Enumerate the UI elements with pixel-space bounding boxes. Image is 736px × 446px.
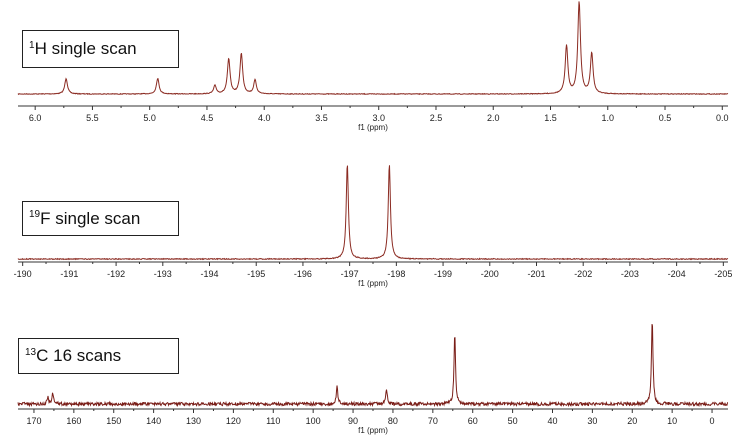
c-tick-label: 130 xyxy=(186,416,201,426)
h-tick-label: 4.0 xyxy=(258,113,271,123)
f-tick-label: -199 xyxy=(434,269,452,279)
f-tick-label: -198 xyxy=(387,269,405,279)
c-tick-label: 70 xyxy=(428,416,438,426)
h-tick-label: 0.5 xyxy=(659,113,672,123)
c-tick-label: 50 xyxy=(508,416,518,426)
h-label-superscript: 1 xyxy=(29,39,35,51)
c-tick-label: 120 xyxy=(226,416,241,426)
f-tick-label: -192 xyxy=(107,269,125,279)
h-tick-label: 5.5 xyxy=(86,113,99,123)
c-label-text: C 16 scans xyxy=(36,346,122,365)
f-tick-label: -196 xyxy=(294,269,312,279)
f-tick-label: -201 xyxy=(527,269,545,279)
h-tick-label: 4.5 xyxy=(201,113,214,123)
h-tick-label: 1.5 xyxy=(544,113,557,123)
c-spectrum-label: 13 C 16 scans xyxy=(18,338,179,374)
f-tick-label: -200 xyxy=(481,269,499,279)
h-tick-label: 2.5 xyxy=(430,113,443,123)
f-spectrum-label: 19 F single scan xyxy=(22,201,179,236)
h-tick-label: 3.0 xyxy=(372,113,385,123)
c-tick-label: 30 xyxy=(587,416,597,426)
f-tick-label: -197 xyxy=(341,269,359,279)
h-tick-label: 6.0 xyxy=(29,113,42,123)
f-tick-label: -205 xyxy=(714,269,732,279)
c-tick-label: 140 xyxy=(146,416,161,426)
c-x-axis-title: f1 (ppm) xyxy=(358,426,388,435)
h-tick-label: 3.5 xyxy=(315,113,328,123)
c-tick-label: 160 xyxy=(66,416,81,426)
f-tick-label: -191 xyxy=(60,269,78,279)
f-label-superscript: 19 xyxy=(29,209,41,220)
h-tick-label: 0.0 xyxy=(716,113,729,123)
h-spectrum-line xyxy=(17,1,729,96)
c-tick-label: 40 xyxy=(547,416,557,426)
f-tick-label: -195 xyxy=(247,269,265,279)
f-label-text: F single scan xyxy=(40,208,141,228)
c-tick-label: 170 xyxy=(26,416,41,426)
h-tick-label: 2.0 xyxy=(487,113,500,123)
c-tick-label: 100 xyxy=(306,416,321,426)
h-x-axis-title: f1 (ppm) xyxy=(358,123,388,132)
c-tick-label: 20 xyxy=(627,416,637,426)
f-tick-label: -203 xyxy=(621,269,639,279)
f-tick-label: -204 xyxy=(668,269,686,279)
c-tick-label: 60 xyxy=(468,416,478,426)
f-tick-label: -202 xyxy=(574,269,592,279)
f-tick-label: -193 xyxy=(154,269,172,279)
h-tick-label: 1.0 xyxy=(602,113,615,123)
f-tick-label: -194 xyxy=(201,269,219,279)
f-spectrum-line xyxy=(17,165,729,261)
f-x-axis-title: f1 (ppm) xyxy=(358,279,388,288)
c-spectrum-line xyxy=(17,323,728,408)
c-tick-label: 150 xyxy=(106,416,121,426)
c-tick-label: 0 xyxy=(710,416,715,426)
c-tick-label: 90 xyxy=(348,416,358,426)
c-tick-label: 110 xyxy=(266,416,280,426)
c-tick-label: 10 xyxy=(667,416,677,426)
c-tick-label: 80 xyxy=(388,416,398,426)
c-label-superscript: 13 xyxy=(25,346,37,358)
h-label-text: H single scan xyxy=(34,39,137,58)
f-tick-label: -190 xyxy=(14,269,32,279)
h-tick-label: 5.0 xyxy=(143,113,156,123)
